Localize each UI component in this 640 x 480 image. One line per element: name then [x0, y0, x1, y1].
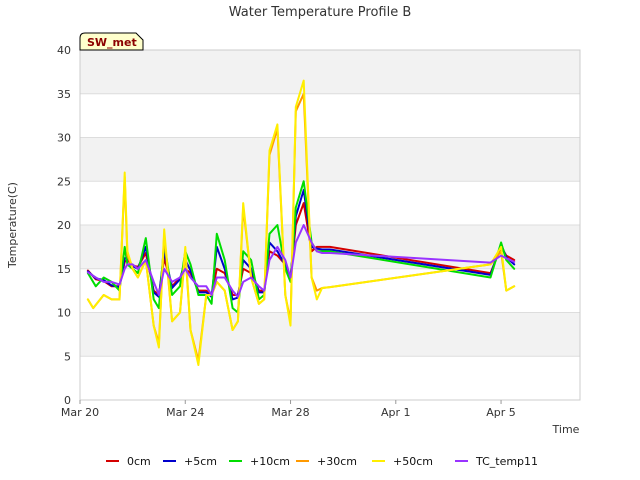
plot-frame — [79, 49, 581, 401]
y-tick-label: 25 — [57, 175, 71, 188]
grid-bands — [80, 49, 580, 401]
station-badge-shape — [79, 32, 144, 51]
y-tick-label: 35 — [57, 88, 71, 101]
chart-title: Water Temperature Profile B — [229, 5, 412, 20]
grid-band — [80, 137, 580, 182]
legend-label: +10cm — [250, 455, 290, 468]
y-tick-label: 15 — [57, 263, 71, 276]
x-tick-label: Apr 5 — [486, 406, 516, 419]
legend-label: TC_temp11 — [475, 455, 538, 468]
x-axis: Mar 20 Mar 24 Mar 28 Apr 1 Apr 5 — [61, 400, 516, 419]
legend-item: +5cm — [163, 455, 217, 468]
series-line--50cm — [86, 79, 516, 366]
station-badge: SW_met — [79, 32, 144, 51]
legend-label: +5cm — [184, 455, 217, 468]
y-tick-label: 5 — [64, 350, 71, 363]
grid-band — [80, 50, 580, 94]
x-tick-label: Apr 1 — [381, 406, 411, 419]
y-tick-label: 20 — [57, 219, 71, 232]
legend-label: 0cm — [127, 455, 151, 468]
legend-item: TC_temp11 — [455, 455, 538, 468]
x-tick-label: Mar 28 — [271, 406, 309, 419]
legend-item: +30cm — [296, 455, 357, 468]
y-tick-label: 30 — [57, 132, 71, 145]
grid-band — [80, 312, 580, 357]
x-tick-label: Mar 20 — [61, 406, 99, 419]
y-tick-label: 10 — [57, 307, 71, 320]
legend-label: +50cm — [393, 455, 433, 468]
x-tick-label: Mar 24 — [166, 406, 204, 419]
y-axis-label: Temperature(C) — [6, 182, 19, 269]
legend: 0cm +5cm +10cm +30cm +50cm TC_temp11 — [106, 455, 538, 468]
legend-label: +30cm — [317, 455, 357, 468]
y-tick-label: 0 — [64, 394, 71, 407]
legend-item: +10cm — [229, 455, 290, 468]
legend-item: +50cm — [372, 455, 433, 468]
y-axis: 0 5 10 15 20 25 30 35 40 — [57, 44, 71, 407]
x-axis-label: Time — [552, 423, 580, 436]
y-tick-label: 40 — [57, 44, 71, 57]
series-lines — [86, 79, 516, 366]
series-line-tc-temp11 — [86, 224, 516, 298]
station-badge-label: SW_met — [87, 36, 137, 49]
legend-item: 0cm — [106, 455, 151, 468]
